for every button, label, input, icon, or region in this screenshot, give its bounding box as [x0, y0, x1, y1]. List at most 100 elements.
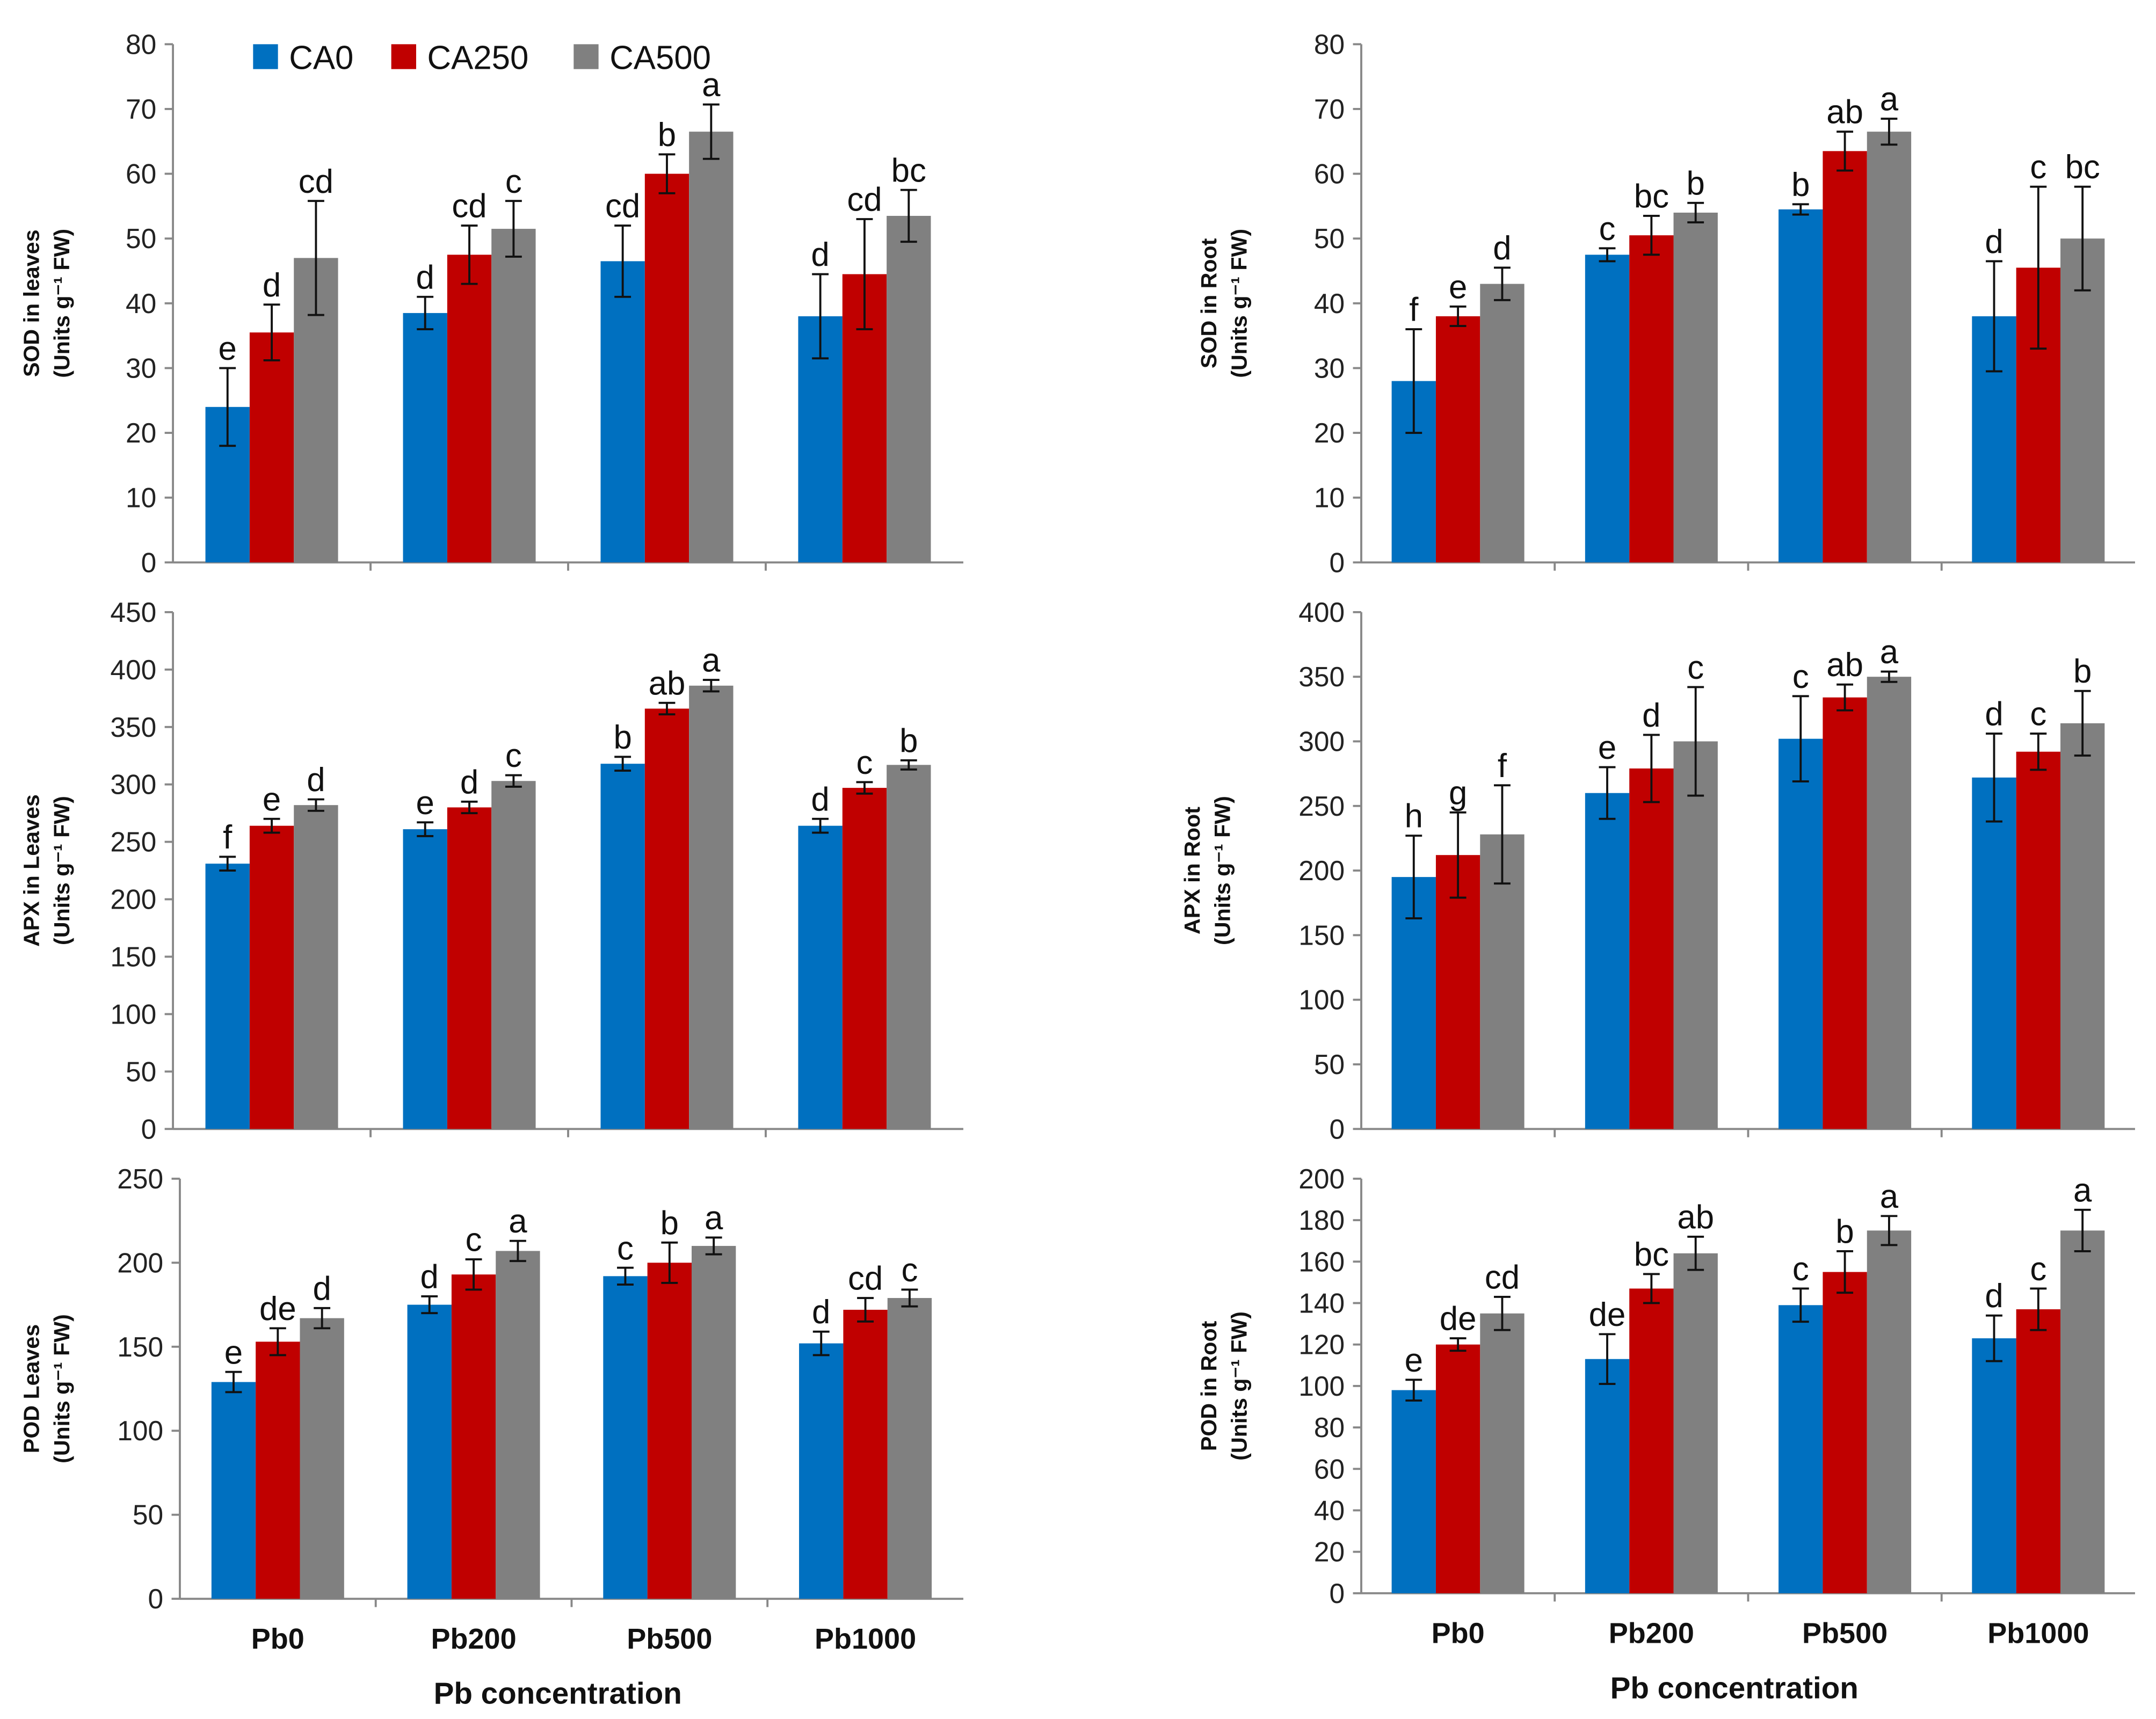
bar-CA500-Pb500	[691, 1246, 736, 1599]
x-tick-label: Pb1000	[815, 1623, 916, 1655]
bar-CA250-Pb0	[249, 825, 294, 1129]
bar-CA250-Pb200	[447, 807, 492, 1129]
bar-CA250-Pb0	[1435, 855, 1480, 1129]
significance-letter: d	[313, 1270, 331, 1307]
significance-letter: bc	[2065, 149, 2100, 186]
bar-CA250-Pb500	[644, 708, 689, 1129]
significance-letter: ab	[1826, 94, 1863, 131]
significance-letter: c	[617, 1230, 634, 1267]
y-axis-label-line2: (Units g⁻¹ FW)	[49, 229, 74, 378]
bar-CA250-Pb1000	[2016, 751, 2061, 1129]
y-tick-label: 150	[110, 941, 156, 972]
y-tick-label: 40	[1314, 1495, 1345, 1526]
bar-CA250-Pb0	[1435, 1344, 1480, 1593]
significance-letter: de	[259, 1290, 296, 1328]
y-tick-label: 60	[1314, 1453, 1345, 1484]
bar-CA250-Pb200	[1629, 235, 1674, 563]
bar-CA500-Pb0	[1480, 284, 1525, 563]
y-tick-label: 180	[1298, 1205, 1345, 1236]
bar-CA500-Pb1000	[2060, 723, 2105, 1129]
significance-letter: a	[702, 67, 721, 104]
y-tick-label: 80	[126, 28, 156, 60]
y-tick-label: 0	[1329, 1113, 1345, 1144]
y-tick-label: 70	[126, 93, 156, 125]
x-tick-label: Pb500	[627, 1623, 712, 1655]
significance-letter: bc	[1634, 1236, 1669, 1273]
panel-3: 0 50 100 150 200 250 300 350 400 APX in Root (Unit…	[1180, 597, 2135, 1144]
bar-CA250-Pb0	[1435, 316, 1480, 563]
y-tick-label: 10	[126, 482, 156, 513]
bar-CA250-Pb500	[1823, 151, 1867, 563]
significance-letter: e	[1449, 269, 1467, 306]
bar-CA500-Pb500	[1867, 132, 1912, 563]
y-tick-label: 350	[1298, 661, 1345, 692]
significance-letter: a	[1880, 81, 1899, 118]
bar-CA0-Pb0	[1391, 1390, 1436, 1593]
significance-letter: e	[224, 1334, 243, 1371]
y-tick-label: 200	[1298, 1163, 1345, 1194]
x-tick-label: Pb0	[251, 1623, 304, 1655]
y-axis-label-line2: (Units g⁻¹ FW)	[49, 1314, 74, 1463]
bar-CA0-Pb500	[1778, 738, 1823, 1129]
bar-CA0-Pb200	[407, 1304, 452, 1599]
significance-letter: c	[1687, 649, 1704, 686]
bar-CA0-Pb1000	[1972, 1338, 2016, 1593]
bar-CA250-Pb500	[1823, 697, 1867, 1129]
bar-CA500-Pb1000	[887, 1298, 932, 1599]
significance-letter: cd	[847, 182, 882, 219]
y-tick-label: 50	[1314, 1049, 1345, 1080]
y-tick-label: 0	[141, 1113, 157, 1144]
significance-letter: d	[263, 267, 281, 304]
y-tick-label: 60	[126, 158, 156, 190]
significance-letter: ab	[649, 665, 686, 702]
y-tick-label: 30	[1314, 352, 1345, 383]
significance-letter: b	[660, 1205, 679, 1242]
x-tick-label: Pb200	[431, 1623, 516, 1655]
bar-CA0-Pb500	[603, 1276, 648, 1599]
panel-2: 0 50 100 150 200 250 300 350 400 450 APX in Leaves…	[19, 597, 963, 1144]
bar-CA500-Pb500	[689, 132, 734, 563]
y-axis-label-line2: (Units g⁻¹ FW)	[1210, 796, 1235, 945]
y-tick-label: 150	[117, 1331, 163, 1362]
significance-letter: c	[505, 737, 522, 774]
significance-letter: d	[811, 236, 829, 273]
significance-letter: a	[702, 642, 721, 679]
y-tick-label: 0	[148, 1583, 163, 1614]
bar-CA0-Pb500	[600, 261, 645, 563]
y-tick-label: 400	[1298, 597, 1345, 628]
significance-letter: ab	[1826, 647, 1863, 684]
significance-letter: ab	[1677, 1199, 1714, 1236]
legend-label: CA0	[289, 40, 353, 77]
bar-CA250-Pb200	[1629, 768, 1674, 1129]
y-tick-label: 300	[110, 769, 156, 800]
panel-1: 0 10 20 30 40 50 60 70 80 SOD in Root (Units g⁻¹ F…	[1196, 28, 2135, 578]
y-tick-label: 0	[1329, 547, 1345, 578]
bar-CA0-Pb0	[211, 1382, 256, 1599]
y-axis-label-line1: APX in Root	[1180, 807, 1204, 934]
bar-CA250-Pb0	[256, 1341, 300, 1599]
y-tick-label: 450	[110, 597, 156, 628]
y-tick-label: 120	[1298, 1329, 1345, 1360]
y-tick-label: 400	[110, 654, 156, 685]
bar-CA500-Pb200	[1673, 212, 1718, 563]
y-tick-label: 100	[110, 998, 156, 1029]
significance-letter: c	[1792, 1251, 1809, 1288]
y-tick-label: 300	[1298, 726, 1345, 757]
legend-swatch-CA0	[253, 44, 278, 69]
significance-letter: d	[812, 1294, 830, 1331]
significance-letter: f	[223, 819, 233, 856]
significance-letter: d	[1493, 230, 1511, 267]
bar-CA0-Pb1000	[799, 1343, 844, 1599]
significance-letter: d	[811, 781, 829, 818]
bar-CA250-Pb500	[644, 173, 689, 563]
significance-letter: b	[899, 722, 918, 759]
bar-CA500-Pb200	[491, 229, 536, 563]
significance-letter: a	[705, 1200, 723, 1237]
y-tick-label: 20	[126, 417, 156, 448]
bar-CA500-Pb200	[496, 1251, 540, 1599]
bar-CA250-Pb200	[451, 1274, 496, 1599]
bar-CA500-Pb500	[1867, 1230, 1912, 1593]
significance-letter: c	[856, 744, 873, 781]
x-tick-label: Pb0	[1432, 1617, 1485, 1649]
significance-letter: b	[1687, 165, 1705, 202]
